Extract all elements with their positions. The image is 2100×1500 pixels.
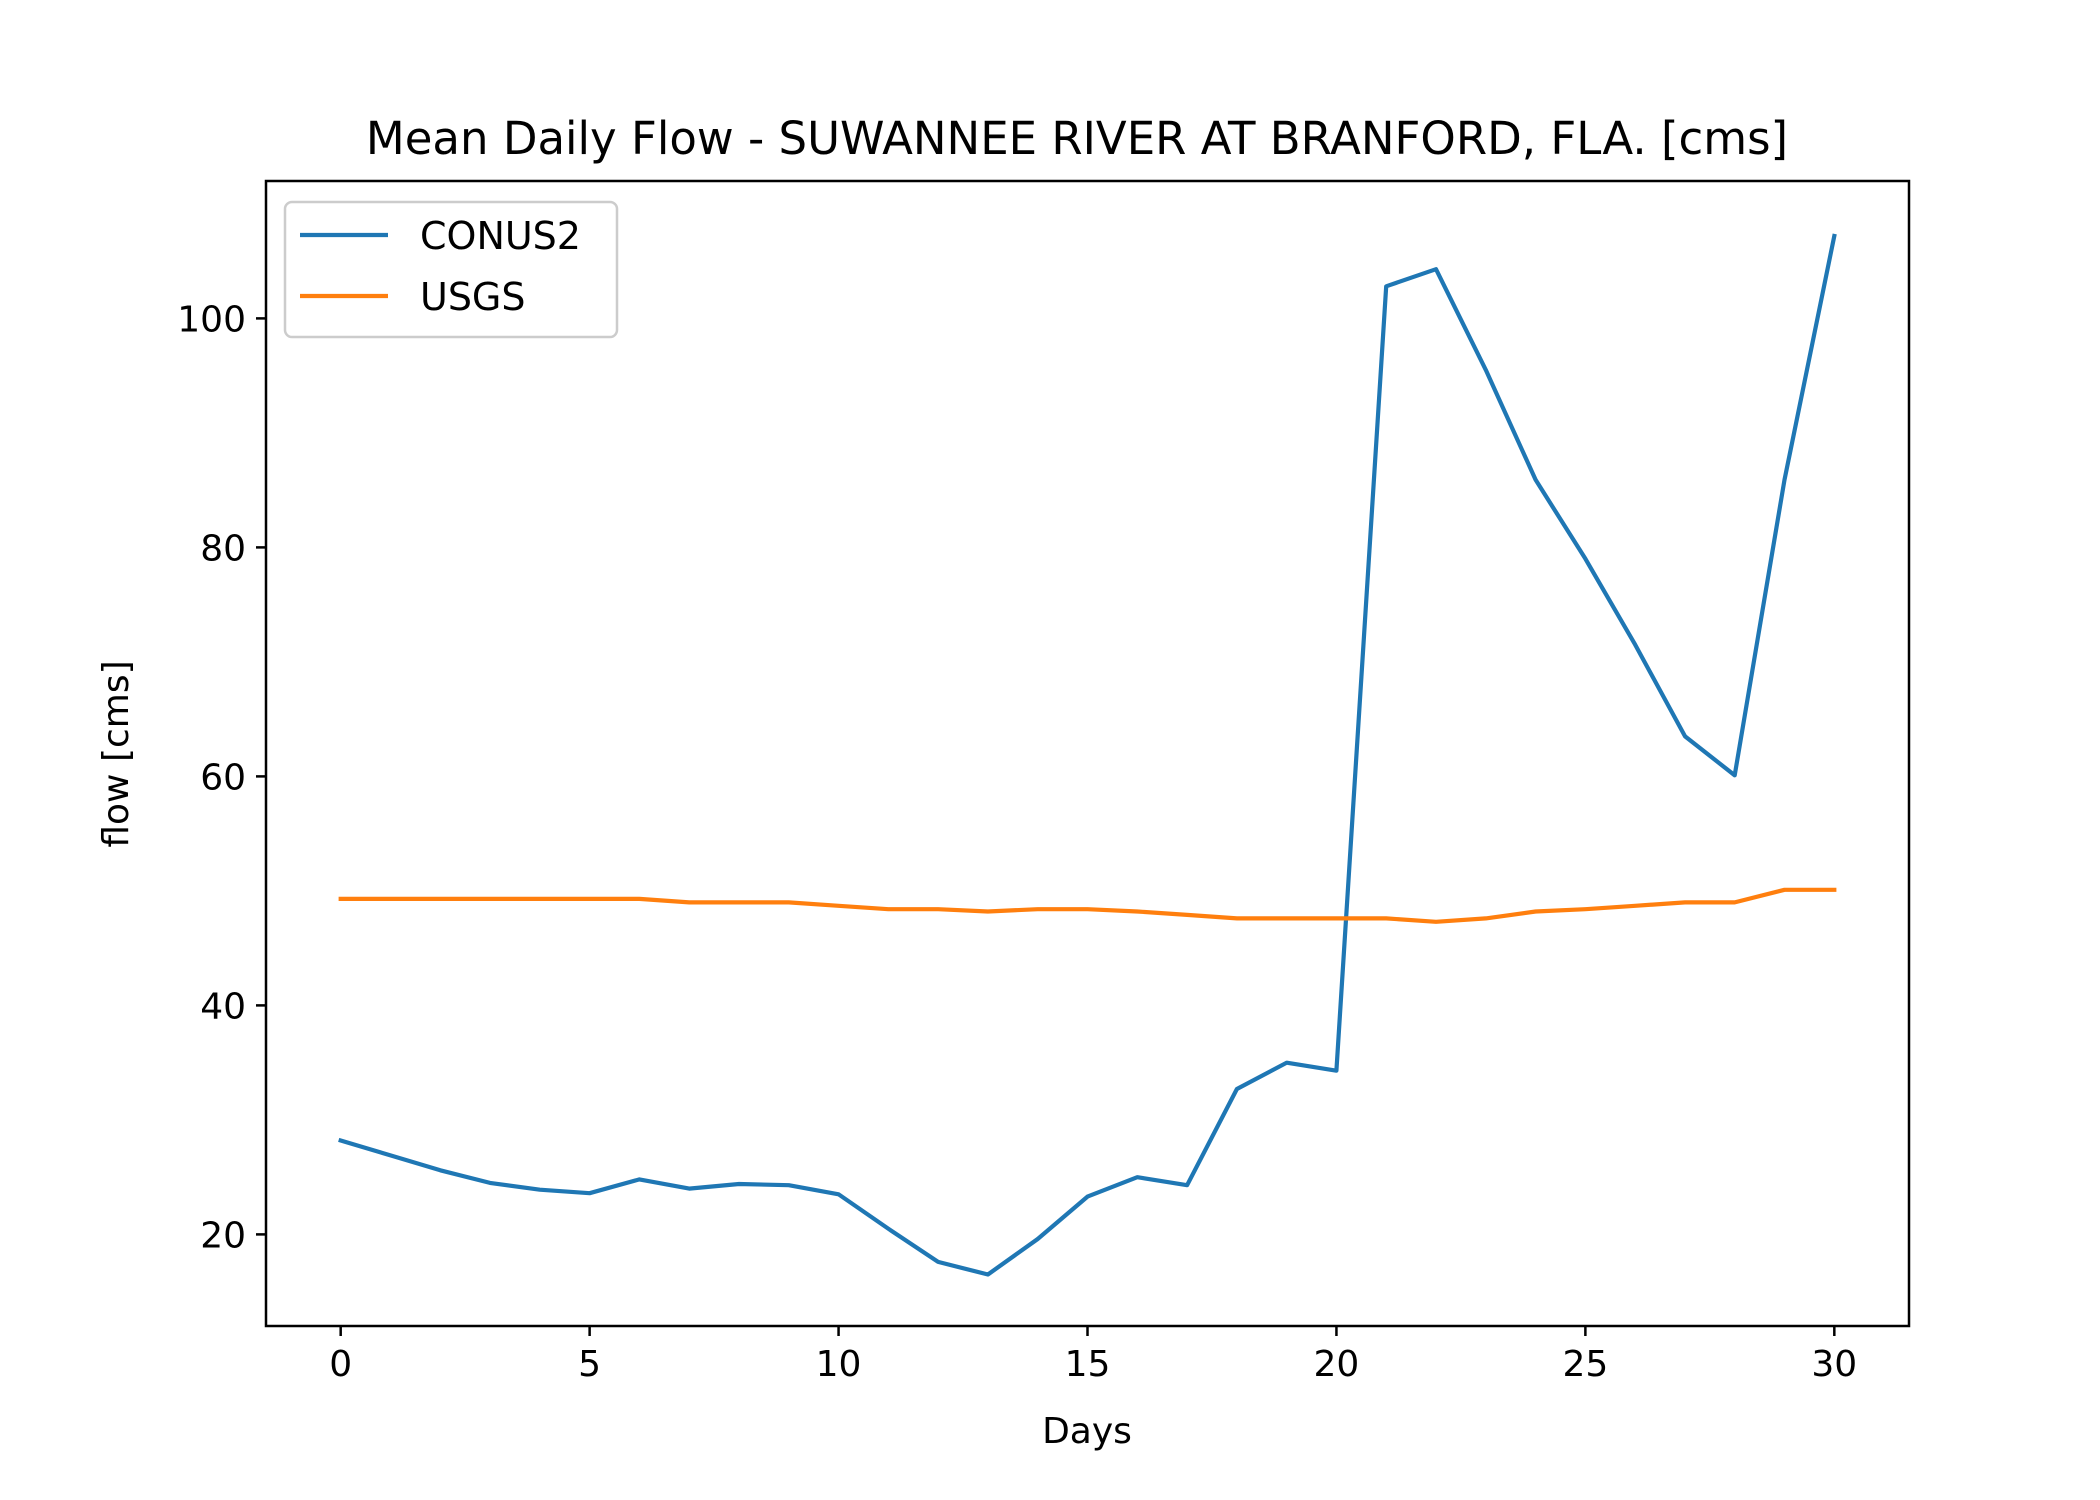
y-axis-ticks: 20 40 60 80 100: [177, 299, 266, 1256]
x-tick-label: 15: [1065, 1344, 1111, 1385]
y-tick-label: 80: [200, 528, 246, 569]
x-axis-ticks: 0 5 10 15 20 25 30: [329, 1326, 1857, 1385]
series-layer: [338, 233, 1837, 1277]
x-tick-label: 20: [1314, 1344, 1360, 1385]
x-tick-label: 5: [578, 1344, 601, 1385]
y-tick-label: 20: [200, 1215, 246, 1256]
y-tick-label: 100: [177, 299, 246, 340]
x-tick-label: 10: [816, 1344, 862, 1385]
legend-label-usgs: USGS: [420, 275, 526, 319]
y-axis-label: flow [cms]: [96, 660, 137, 847]
x-tick-label: 30: [1811, 1344, 1857, 1385]
x-tick-label: 25: [1562, 1344, 1608, 1385]
y-tick-label: 40: [200, 986, 246, 1027]
series-line-usgs: [338, 887, 1837, 924]
series-line-conus2: [338, 233, 1837, 1277]
y-tick-label: 60: [200, 757, 246, 798]
chart-title: Mean Daily Flow - SUWANNEE RIVER AT BRAN…: [366, 112, 1788, 165]
x-axis-label: Days: [1042, 1411, 1132, 1452]
legend: CONUS2 USGS: [283, 200, 619, 339]
x-tick-label: 0: [329, 1344, 352, 1385]
legend-label-conus2: CONUS2: [420, 214, 581, 258]
